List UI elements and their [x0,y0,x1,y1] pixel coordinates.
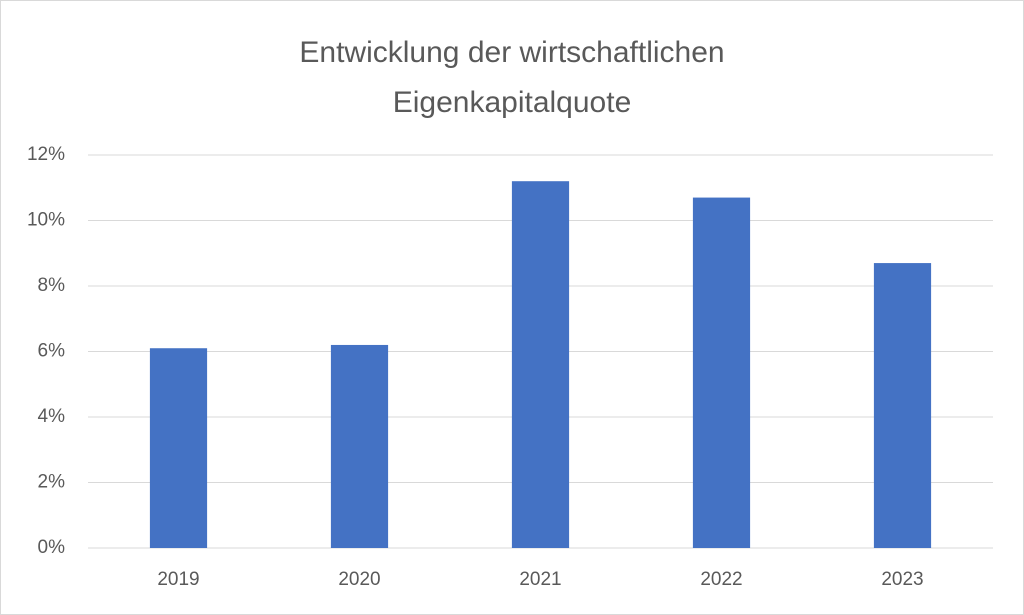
bar [873,263,932,548]
bar [330,344,389,548]
bar [149,348,208,548]
y-tick-label: 4% [38,406,66,427]
x-tick-label: 2022 [700,569,742,590]
x-tick-label: 2021 [519,569,561,590]
y-tick-label: 10% [27,210,65,231]
x-tick-label: 2019 [157,569,199,590]
bar [692,197,751,548]
x-tick-label: 2023 [881,569,923,590]
y-tick-label: 2% [38,472,66,493]
y-tick-label: 8% [38,275,66,296]
y-tick-label: 0% [38,537,66,558]
y-tick-label: 6% [38,341,66,362]
chart-title: Entwicklung der wirtschaftlichen Eigenka… [299,36,725,119]
x-tick-label: 2020 [338,569,380,590]
bar [511,181,570,548]
y-tick-label: 12% [27,144,65,165]
